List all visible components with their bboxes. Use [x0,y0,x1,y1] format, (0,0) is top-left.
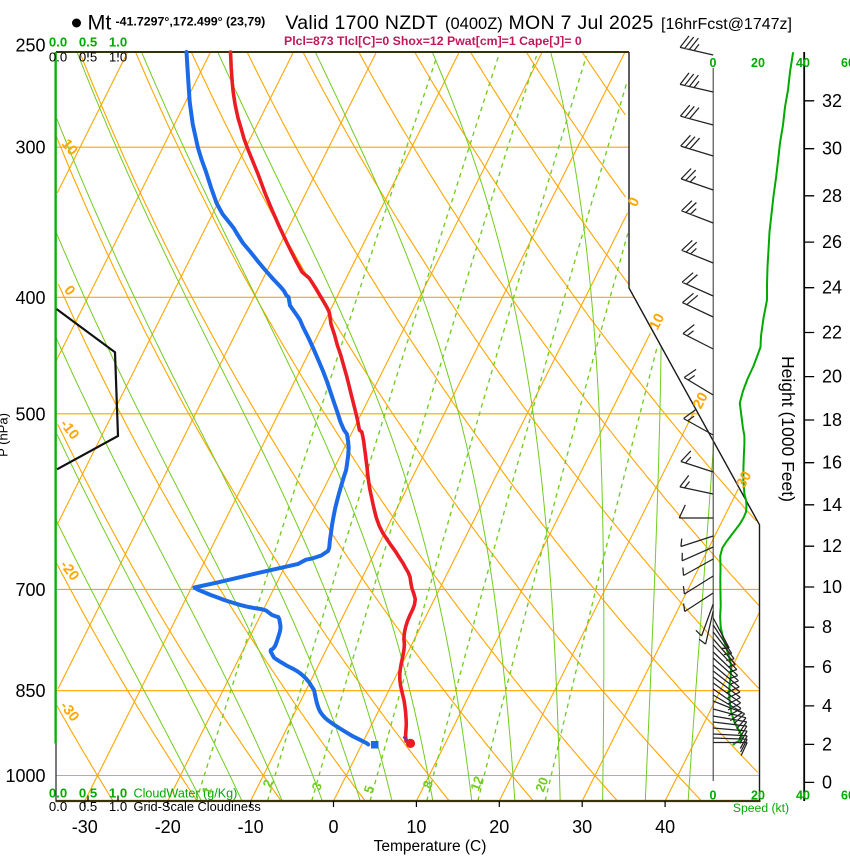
svg-text:0: 0 [710,788,717,802]
svg-text:10: 10 [406,817,426,837]
svg-text:850: 850 [15,681,45,701]
svg-text:10: 10 [822,577,842,597]
svg-text:1.0: 1.0 [109,50,127,65]
svg-text:0.5: 0.5 [79,35,97,50]
svg-text:-30: -30 [72,817,98,837]
svg-text:CloudWater (g/Kg): CloudWater (g/Kg) [134,787,238,801]
svg-text:-20: -20 [155,817,181,837]
svg-text:0: 0 [710,56,717,70]
svg-text:0.0: 0.0 [49,35,67,50]
svg-text:20: 20 [751,56,765,70]
svg-text:5: 5 [360,783,377,795]
svg-text:Speed (kt): Speed (kt) [733,801,789,815]
svg-text:-41.7297°,172.499° (23,79): -41.7297°,172.499° (23,79) [116,15,266,29]
svg-text:12: 12 [822,536,842,556]
svg-text:20: 20 [532,775,551,794]
svg-text:26: 26 [822,232,842,252]
svg-text:0.5: 0.5 [79,799,97,814]
svg-text:12: 12 [467,774,486,793]
svg-text:30: 30 [734,469,756,491]
svg-text:Height (1000 Feet): Height (1000 Feet) [778,356,798,502]
svg-text:P (hPa): P (hPa) [0,413,11,457]
svg-text:40: 40 [796,56,810,70]
svg-text:250: 250 [15,36,45,56]
svg-text:0.0: 0.0 [49,799,67,814]
svg-text:Temperature (C): Temperature (C) [374,838,487,855]
svg-text:40: 40 [655,817,675,837]
svg-text:0.0: 0.0 [49,50,67,65]
svg-text:1.0: 1.0 [109,799,127,814]
svg-text:Grid-Scale Cloudiness: Grid-Scale Cloudiness [134,799,261,814]
svg-text:Plcl=873 Tlcl[C]=0 Shox=12 Pwa: Plcl=873 Tlcl[C]=0 Shox=12 Pwat[cm]=1 Ca… [284,34,582,48]
svg-text:18: 18 [822,410,842,430]
svg-text:300: 300 [15,138,45,158]
svg-text:24: 24 [822,278,842,298]
svg-text:8: 8 [419,778,436,790]
svg-text:14: 14 [822,495,842,515]
svg-text:40: 40 [796,788,810,802]
svg-text:60: 60 [841,56,850,70]
svg-text:Valid 1700 NZDT: Valid 1700 NZDT [285,12,438,34]
svg-text:60: 60 [841,788,850,802]
svg-text:2: 2 [822,734,832,754]
svg-text:30: 30 [572,817,592,837]
svg-text:2: 2 [259,777,276,789]
svg-text:700: 700 [15,580,45,600]
svg-text:20: 20 [822,367,842,387]
svg-text:0: 0 [822,772,832,792]
svg-text:-10: -10 [238,817,264,837]
svg-text:28: 28 [822,186,842,206]
svg-text:1000: 1000 [5,766,45,786]
svg-text:10: 10 [647,311,669,333]
svg-text:22: 22 [822,323,842,343]
svg-text:0.0: 0.0 [49,786,67,801]
svg-text:500: 500 [15,404,45,424]
svg-text:30: 30 [822,139,842,159]
svg-text:Mt: Mt [88,11,112,35]
svg-text:6: 6 [822,657,832,677]
svg-text:1.0: 1.0 [109,786,127,801]
svg-text:0.5: 0.5 [79,786,97,801]
svg-text:0.5: 0.5 [79,50,97,65]
svg-text:(0400Z): (0400Z) [445,15,503,33]
svg-text:3: 3 [308,780,325,792]
svg-text:4: 4 [822,696,832,716]
svg-text:10: 10 [58,136,81,159]
svg-text:1.0: 1.0 [109,35,127,50]
svg-text:16: 16 [822,453,842,473]
svg-text:400: 400 [15,288,45,308]
svg-text:1: 1 [198,784,215,796]
svg-text:20: 20 [751,788,765,802]
svg-text:[16hrFcst@1747z]: [16hrFcst@1747z] [661,16,792,33]
svg-text:32: 32 [822,91,842,111]
svg-text:8: 8 [822,617,832,637]
svg-text:20: 20 [690,390,712,412]
svg-text:0: 0 [328,817,338,837]
svg-text:MON 7 Jul 2025: MON 7 Jul 2025 [509,12,654,34]
svg-text:20: 20 [489,817,509,837]
